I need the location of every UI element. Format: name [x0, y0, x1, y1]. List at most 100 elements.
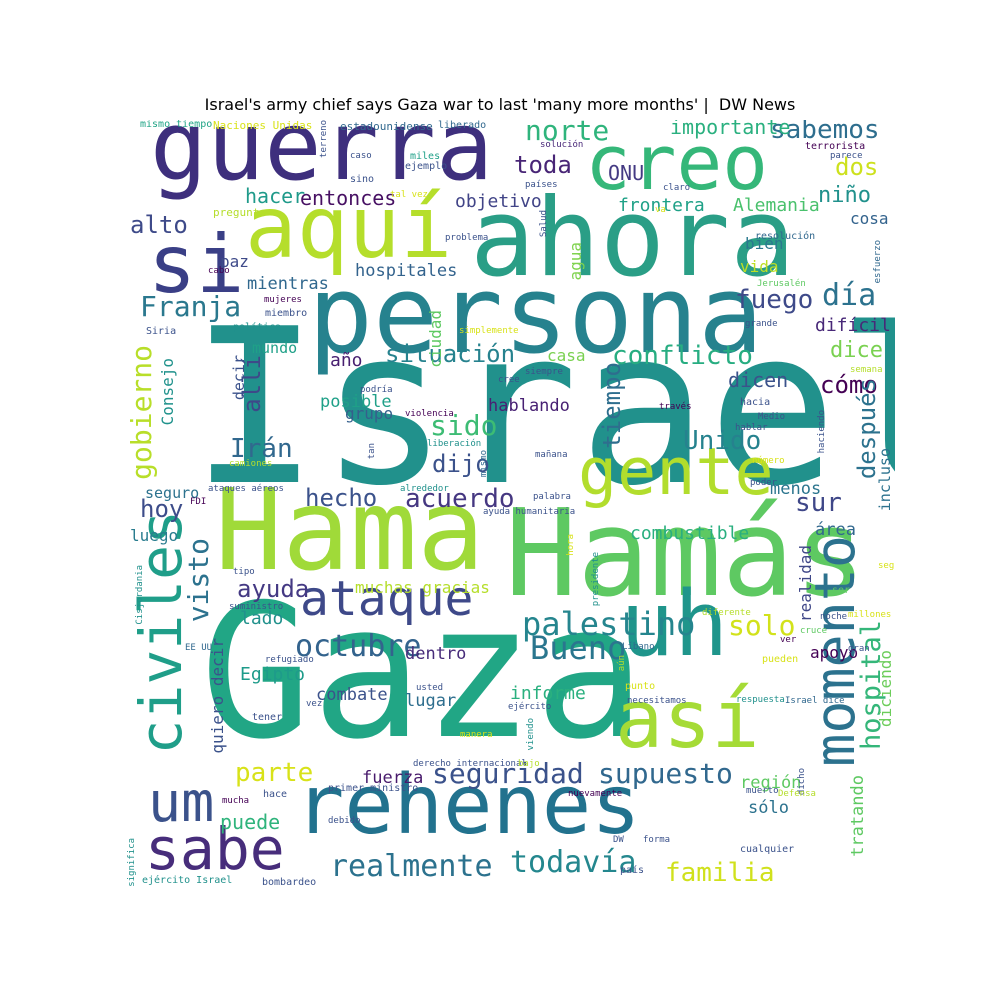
cloud-word: gobierno: [125, 345, 158, 480]
cloud-word: fuego: [735, 285, 814, 315]
cloud-word: frontera: [618, 195, 705, 216]
cloud-word: dicen: [728, 368, 789, 392]
cloud-word: palabra: [533, 492, 571, 502]
cloud-word: área: [815, 520, 856, 540]
cloud-word: cosa: [850, 209, 889, 228]
cloud-word: sido: [430, 409, 498, 442]
cloud-word: octubre: [295, 629, 422, 664]
cloud-word: hacer: [245, 184, 306, 208]
cloud-word: ciudad: [426, 310, 445, 368]
cloud-word: día: [822, 278, 877, 313]
cloud-word: solución: [540, 140, 584, 150]
cloud-word: Israel dice: [785, 696, 845, 706]
cloud-word: posible: [320, 392, 392, 412]
cloud-word: haciendo: [817, 410, 827, 454]
cloud-word: todavía: [510, 845, 637, 880]
cloud-word: Cisjordania: [135, 565, 145, 625]
cloud-word: mundo: [252, 339, 298, 357]
cloud-word: número: [752, 456, 785, 466]
cloud-word: uh: [620, 572, 729, 677]
cloud-word: diciendo: [876, 650, 895, 728]
cloud-word: suministro: [229, 602, 284, 612]
cloud-word: ejército: [508, 702, 552, 712]
cloud-word: cualquier: [740, 844, 795, 855]
cloud-word: apoyo: [810, 643, 859, 662]
cloud-word: ataque: [300, 571, 474, 627]
cloud-word: Consejo: [158, 358, 177, 426]
cloud-word: tan: [367, 443, 377, 460]
cloud-word: ONU: [608, 161, 645, 185]
cloud-word: sabe: [145, 815, 285, 883]
cloud-word: Salud: [539, 210, 549, 238]
cloud-word: esfuerzo: [873, 240, 883, 284]
cloud-word: cómo: [820, 371, 878, 399]
cloud-word: tipo: [233, 567, 255, 577]
cloud-word: tal vez: [390, 190, 428, 200]
cloud-word: podría: [360, 385, 393, 395]
cloud-word: hora: [566, 534, 576, 556]
cloud-word: entonces: [300, 186, 397, 210]
cloud-word: problema: [445, 233, 489, 243]
cloud-word: claro: [663, 183, 691, 193]
cloud-word: parece: [830, 151, 863, 161]
cloud-word: rehenes: [295, 758, 641, 853]
cloud-word: semana: [850, 365, 883, 375]
cloud-word: hace: [263, 789, 288, 800]
cloud-word: Medio: [758, 412, 786, 422]
cloud-word: casa: [547, 346, 586, 365]
cloud-word: Egipto: [240, 664, 306, 685]
cloud-word: nuevamente: [568, 789, 623, 799]
word-cloud: Israel Gaza Hamás Hama persona ahora guerra aqu…: [125, 120, 895, 890]
cloud-word: difícil: [815, 315, 891, 336]
cloud-word: hoy: [140, 495, 184, 523]
cloud-word: Israel: [190, 282, 895, 533]
cloud-word: Bueno: [530, 629, 627, 667]
cloud-word: tener: [252, 712, 283, 723]
cloud-word: sólo: [748, 798, 789, 818]
cloud-word: ayuda humanitaria: [483, 507, 576, 517]
cloud-word: objetivo: [455, 191, 542, 212]
cloud-word: tratando: [848, 775, 868, 857]
cloud-word: hecho: [305, 484, 378, 512]
cloud-word: ataques aéreos: [208, 484, 284, 494]
cloud-word: aún: [617, 655, 627, 672]
cloud-word: terreno: [319, 120, 329, 158]
cloud-word: mucha: [222, 796, 250, 806]
cloud-word: um: [148, 770, 215, 834]
cloud-word: miembro: [265, 308, 308, 319]
cloud-word: mañana: [535, 450, 568, 460]
cloud-word: persona: [308, 253, 764, 378]
cloud-word: tiempo: [598, 362, 626, 449]
cloud-word: estadounidense: [340, 120, 433, 133]
cloud-word: poder: [750, 478, 778, 488]
cloud-word: bajo: [518, 759, 540, 769]
cloud-word: presidente: [591, 552, 601, 607]
cloud-word: visto: [182, 538, 215, 623]
cloud-word: EE UU: [185, 643, 213, 653]
cloud-word: siempre: [525, 367, 563, 377]
cloud-word: DW: [613, 835, 624, 845]
cloud-word: usted: [416, 683, 444, 693]
cloud-word: mismo: [479, 450, 489, 478]
cloud-word: dijo: [432, 450, 490, 478]
cloud-word: seguridad: [432, 757, 584, 790]
cloud-word: millones: [848, 610, 892, 620]
cloud-word: Siria: [146, 326, 177, 337]
cloud-word: quiero decir: [208, 638, 227, 754]
cloud-word: va: [655, 205, 666, 215]
cloud-word: muerto: [746, 786, 779, 796]
cloud-word: mujeres: [264, 295, 302, 305]
cloud-word: alrededor: [400, 484, 449, 494]
cloud-word: lado: [240, 608, 284, 629]
cloud-word: Alemania: [733, 195, 820, 216]
cloud-word: sabemos: [770, 120, 880, 145]
cloud-word: mientras: [247, 274, 329, 294]
cloud-word: paz: [220, 252, 249, 271]
cloud-word: seguro: [145, 484, 200, 502]
cloud-word: pueden: [762, 654, 799, 665]
cloud-word: refugiado: [265, 655, 314, 665]
cloud-word: viendo: [526, 718, 536, 751]
cloud-word: combate: [316, 685, 388, 705]
cloud-word: necesitamos: [627, 696, 687, 706]
cloud-word: hablando: [488, 396, 570, 416]
